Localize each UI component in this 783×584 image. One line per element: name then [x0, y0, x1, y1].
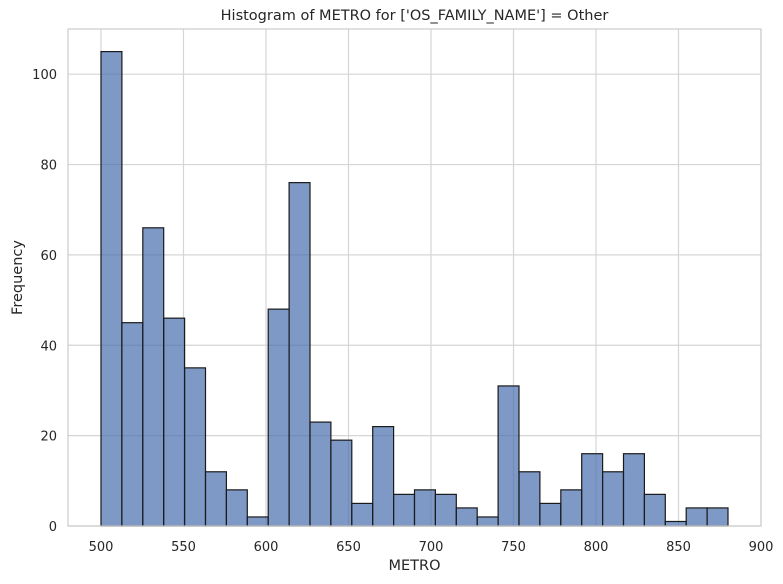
- histogram-bar: [204, 471, 227, 527]
- histogram-bar: [163, 317, 186, 527]
- histogram-bar: [351, 502, 374, 527]
- histogram-bar: [497, 385, 520, 527]
- histogram-bar: [246, 516, 269, 527]
- histogram-bar: [267, 308, 290, 527]
- histogram-bar: [100, 50, 123, 527]
- histogram-bar: [393, 493, 416, 527]
- histogram-bar: [518, 471, 541, 527]
- histogram-bar: [601, 471, 625, 527]
- histogram-bar: [581, 453, 604, 527]
- plot-frame: [67, 28, 762, 527]
- y-tick-label: 60: [40, 249, 57, 264]
- x-axis-label: METRO: [388, 558, 440, 574]
- histogram-bar: [664, 520, 687, 527]
- histogram-bar: [706, 507, 729, 527]
- histogram-bar: [539, 502, 562, 527]
- histogram-bar: [142, 227, 165, 527]
- histogram-bar: [121, 322, 144, 527]
- histogram-bar: [330, 439, 353, 527]
- y-axis-label: Frequency: [10, 240, 26, 315]
- x-tick-label: 550: [171, 540, 196, 555]
- histogram-bar: [309, 421, 332, 527]
- x-tick-label: 700: [419, 540, 444, 555]
- x-tick-label: 750: [501, 540, 526, 555]
- histogram-bar: [225, 489, 248, 527]
- y-tick-label: 20: [40, 430, 57, 445]
- x-tick-label: 650: [336, 540, 361, 555]
- histogram-bar: [476, 516, 499, 527]
- histogram-bar: [372, 426, 395, 527]
- chart-title: Histogram of METRO for ['OS_FAMILY_NAME'…: [221, 8, 609, 24]
- x-tick-label: 900: [749, 540, 774, 555]
- histogram-bar: [413, 489, 436, 527]
- x-tick-label: 500: [89, 540, 114, 555]
- histogram-bar: [434, 493, 457, 527]
- histogram-bar: [685, 507, 708, 527]
- y-tick-label: 0: [49, 520, 57, 535]
- bars-layer: [100, 50, 729, 527]
- x-tick-label: 800: [584, 540, 609, 555]
- histogram-bar: [455, 507, 478, 527]
- x-tick-label: 850: [666, 540, 691, 555]
- x-tick-label: 600: [254, 540, 279, 555]
- histogram-bar: [184, 367, 207, 527]
- histogram-bar: [643, 493, 666, 527]
- y-tick-label: 100: [32, 68, 57, 83]
- histogram-bar: [288, 182, 311, 527]
- y-tick-labels: 0 20 40 60 80 100: [32, 68, 57, 535]
- y-tick-label: 80: [40, 159, 57, 174]
- histogram-bar: [622, 453, 645, 527]
- histogram-bar: [560, 489, 583, 527]
- y-tick-label: 40: [40, 339, 57, 354]
- x-tick-labels: 500 550 600 650 700 750 800 850 900: [89, 540, 774, 555]
